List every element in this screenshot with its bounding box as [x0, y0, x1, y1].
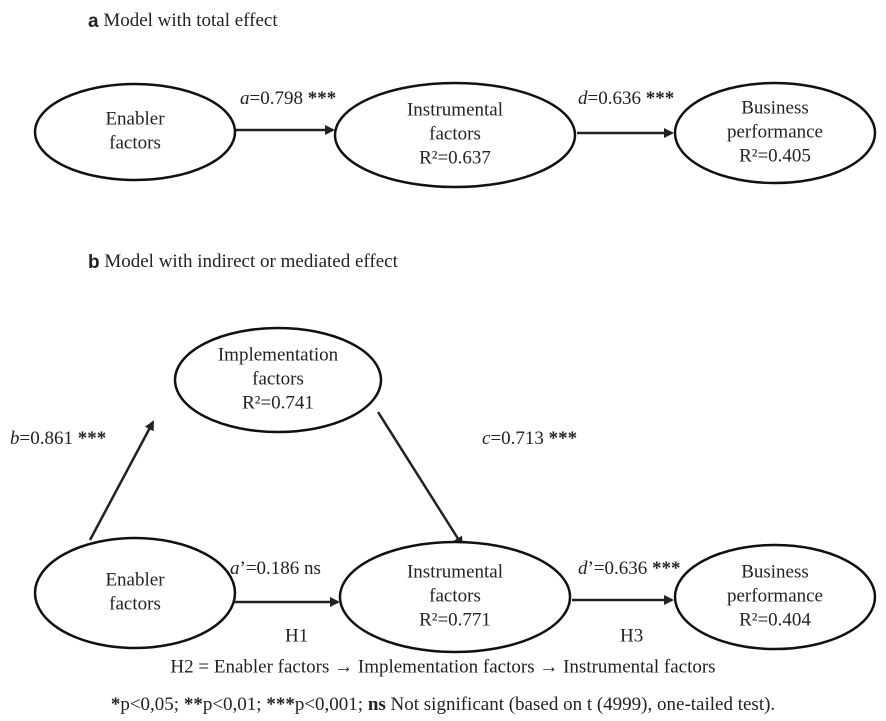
node-label: factors [429, 123, 481, 144]
node-label: Instrumental [407, 99, 503, 120]
panel-letter: b [88, 252, 100, 273]
edge-significance: ns [304, 558, 321, 579]
edge-label: d=0.636 *** [578, 88, 674, 109]
node [33, 82, 237, 182]
note-part: *** [266, 694, 295, 715]
node-label: R²=0.404 [739, 609, 811, 630]
edge-value: =0.636 [588, 88, 641, 109]
panel-letter: a [88, 11, 99, 32]
node-label: performance [727, 121, 823, 142]
node-label: Implementation [218, 344, 339, 365]
edge-label: a=0.798 *** [240, 88, 336, 109]
h2-label: H2 = Enabler factors → Implementation fa… [170, 656, 715, 677]
edge-symbol: d [578, 88, 588, 109]
node-label: factors [109, 593, 161, 614]
node-label: R²=0.637 [419, 147, 491, 168]
node-label: Instrumental [407, 561, 503, 582]
node [173, 326, 383, 434]
node-label: factors [429, 585, 481, 606]
panel-title-text: Model with indirect or mediated effect [104, 251, 398, 272]
note-part: p<0,001; [295, 694, 368, 715]
edge-value: =0.713 [490, 428, 543, 449]
hypothesis-label: H3 [620, 625, 643, 646]
edge-label: b=0.861 *** [10, 428, 106, 449]
edge-significance: *** [308, 88, 337, 109]
edge-label: d’=0.636 *** [578, 558, 681, 579]
edge-value: ’=0.636 [588, 558, 648, 579]
note-part: ** [184, 694, 203, 715]
edge-significance: *** [78, 428, 107, 449]
edge-significance: *** [652, 558, 681, 579]
node [33, 536, 237, 650]
note-part: p<0,01; [203, 694, 267, 715]
edge-label: c=0.713 *** [482, 428, 577, 449]
note-part: p<0,05; [120, 694, 184, 715]
arrow [88, 420, 155, 541]
node-label: R²=0.405 [739, 145, 811, 166]
node [673, 543, 877, 651]
note-part: Not significant (based on t (4999), one-… [386, 694, 775, 715]
edge-symbol: d [578, 558, 588, 579]
panel-title-text: Model with total effect [103, 10, 278, 31]
edge-symbol: b [10, 428, 20, 449]
edge-symbol: a [230, 558, 240, 579]
node [673, 81, 877, 185]
edge-value: ’=0.186 [240, 558, 300, 579]
node [338, 540, 572, 654]
edge-symbol: a [240, 88, 250, 109]
node-label: Enabler [105, 569, 165, 590]
panel-title: a Model with total effect [88, 10, 278, 32]
node-label: Business [741, 561, 809, 582]
edge-value: =0.861 [20, 428, 73, 449]
node-label: factors [252, 368, 304, 389]
edge-symbol: c [482, 428, 491, 449]
node-label: factors [109, 132, 161, 153]
significance-note: *p<0,05; **p<0,01; ***p<0,001; ns Not si… [111, 694, 775, 715]
edge-significance: *** [549, 428, 578, 449]
node [333, 81, 577, 189]
node-label: R²=0.741 [242, 392, 314, 413]
note-part: ns [368, 694, 386, 715]
node-label: R²=0.771 [419, 609, 491, 630]
edge-value: =0.798 [250, 88, 303, 109]
edge-label: a’=0.186 ns [230, 558, 321, 579]
hypothesis-label: H1 [285, 625, 308, 646]
panel-title: b Model with indirect or mediated effect [88, 251, 399, 273]
arrow [376, 411, 464, 547]
node-label: Business [741, 97, 809, 118]
note-part: * [111, 694, 121, 715]
node-label: performance [727, 585, 823, 606]
edge-significance: *** [646, 88, 675, 109]
node-label: Enabler [105, 108, 165, 129]
